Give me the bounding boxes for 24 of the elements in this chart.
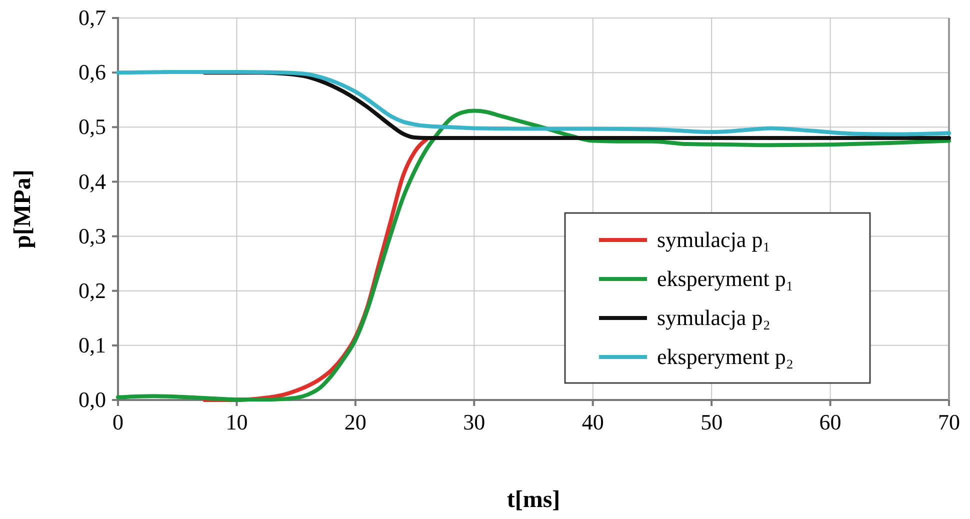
- legend-label: eksperyment p₁: [657, 266, 794, 291]
- legend-label: eksperyment p₂: [657, 344, 794, 369]
- x-tick-label: 10: [226, 410, 248, 435]
- x-axis-title: t[ms]: [506, 487, 560, 513]
- y-tick-label: 0,5: [78, 114, 106, 140]
- y-tick-label: 0,6: [78, 60, 106, 85]
- y-axis-title: p[MPa]: [10, 170, 36, 248]
- x-tick-label: 20: [344, 410, 366, 435]
- x-tick-label: 40: [582, 410, 604, 435]
- legend-label: symulacja p₁: [657, 227, 770, 252]
- y-tick-label: 0,4: [78, 168, 106, 194]
- x-tick-label: 50: [700, 410, 723, 435]
- x-tick-label: 70: [938, 410, 960, 435]
- x-tick-label: 0: [112, 410, 124, 435]
- y-tick-label: 0,7: [78, 5, 106, 30]
- legend-label: symulacja p₂: [657, 305, 770, 330]
- x-tick-label: 30: [463, 410, 486, 435]
- y-tick-label: 0,1: [78, 332, 106, 358]
- line-series: [116, 70, 951, 136]
- y-tick-label: 0,0: [78, 387, 106, 412]
- y-tick-label: 0,2: [78, 278, 106, 303]
- x-tick-label: 60: [819, 410, 842, 435]
- y-tick-label: 0,3: [78, 223, 106, 248]
- line-series: [116, 108, 951, 402]
